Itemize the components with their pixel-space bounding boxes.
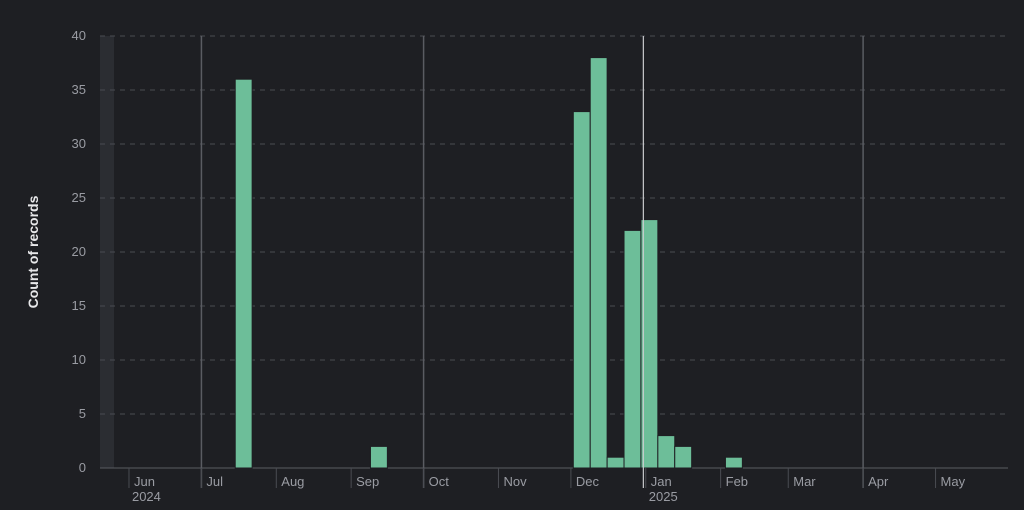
bar	[657, 435, 676, 469]
y-tick-label: 25	[72, 190, 86, 205]
x-tick-label: Feb	[726, 474, 748, 489]
bar	[623, 229, 642, 469]
y-axis-ticks: 0 5 10 15 20 25 30 35 40	[72, 28, 86, 475]
bar	[369, 445, 388, 469]
x-tick-label: Aug	[281, 474, 304, 489]
x-tick-label: Jan	[651, 474, 672, 489]
bar	[640, 219, 659, 469]
y-tick-label: 40	[72, 28, 86, 43]
x-tick-label: Nov	[503, 474, 527, 489]
x-tick-label: May	[941, 474, 966, 489]
x-tick-label: Jun	[134, 474, 155, 489]
x-year-label: 2025	[649, 489, 678, 504]
bars	[234, 57, 743, 469]
bar	[606, 456, 625, 469]
y-axis-label: Count of records	[25, 195, 41, 308]
x-axis-ticks: Jun Jul Aug Sep Oct Nov Dec Jan Feb Mar Apr May 2024…	[128, 468, 966, 504]
x-tick-label: Apr	[868, 474, 889, 489]
bar	[674, 445, 693, 469]
x-tick-label: Mar	[793, 474, 816, 489]
y-tick-label: 20	[72, 244, 86, 259]
quarter-lines	[200, 36, 864, 488]
x-year-label: 2024	[132, 489, 161, 504]
bar	[589, 57, 608, 469]
y-tick-label: 35	[72, 82, 86, 97]
x-tick-label: Sep	[356, 474, 379, 489]
y-tick-label: 10	[72, 352, 86, 367]
bar	[234, 78, 253, 469]
bar	[572, 111, 591, 469]
x-tick-label: Dec	[576, 474, 600, 489]
x-tick-label: Jul	[206, 474, 223, 489]
y-tick-label: 30	[72, 136, 86, 151]
x-tick-label: Oct	[429, 474, 450, 489]
y-tick-label: 0	[79, 460, 86, 475]
bar	[724, 456, 743, 469]
y-tick-label: 15	[72, 298, 86, 313]
y-tick-label: 5	[79, 406, 86, 421]
